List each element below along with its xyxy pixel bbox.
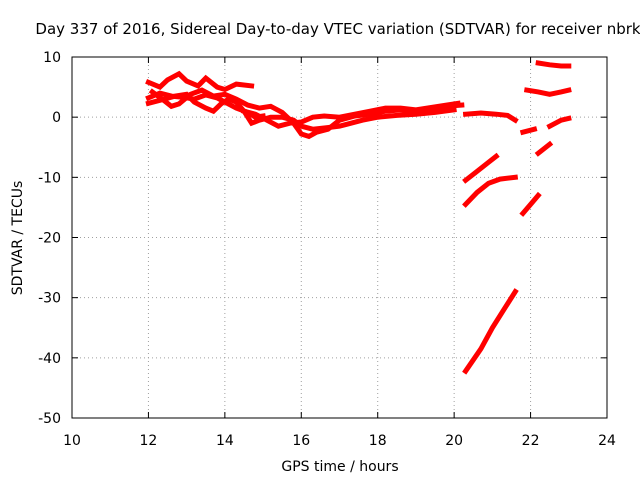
chart-title: Day 337 of 2016, Sidereal Day-to-day VTE…	[35, 20, 640, 38]
y-tick-label: -50	[38, 411, 61, 427]
x-tick-label: 14	[216, 433, 234, 449]
x-tick-label: 12	[140, 433, 158, 449]
series-track-1	[145, 70, 255, 93]
y-tick-labels: -50 -40 -30 -20 -10 0 10	[38, 50, 61, 427]
x-tick-label: 10	[63, 433, 81, 449]
series-track-15	[546, 115, 572, 130]
y-tick-label: 0	[52, 110, 61, 126]
y-tick-label: -40	[38, 351, 61, 367]
y-axis-label: SDTVAR / TECUs	[10, 181, 26, 296]
series-track-9	[462, 288, 519, 375]
series-track-3	[145, 91, 457, 132]
x-tick-label: 24	[598, 433, 616, 449]
series-track-11	[519, 191, 542, 217]
y-tick-label: -30	[38, 291, 61, 307]
series-track-5	[240, 100, 461, 129]
grid-lines	[72, 57, 607, 418]
series-track-14	[534, 140, 554, 157]
series-track-7	[462, 152, 500, 184]
x-axis-label: GPS time / hours	[281, 459, 398, 475]
series-track-10	[519, 126, 538, 136]
y-tick-label: 10	[43, 50, 61, 66]
series-track-6	[462, 110, 519, 124]
data-series	[145, 60, 572, 375]
series-track-13	[535, 60, 572, 69]
series-track-12	[523, 87, 572, 97]
plot-frame	[71, 56, 608, 419]
x-tick-label: 18	[369, 433, 387, 449]
x-tick-label: 16	[292, 433, 310, 449]
y-tick-label: -20	[38, 231, 61, 247]
x-tick-label: 20	[445, 433, 463, 449]
series-track-8	[462, 174, 519, 208]
x-tick-label: 22	[522, 433, 540, 449]
x-tick-labels: 10 12 14 16 18 20 22 24	[63, 433, 616, 449]
y-tick-label: -10	[38, 170, 61, 186]
